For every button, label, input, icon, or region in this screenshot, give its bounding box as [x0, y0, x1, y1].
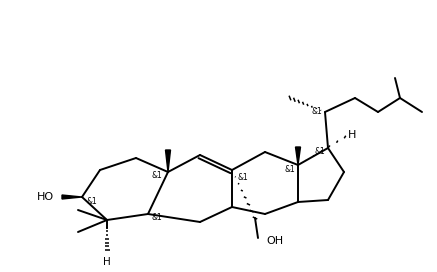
- Text: H: H: [348, 130, 356, 140]
- Text: &1: &1: [152, 171, 163, 180]
- Text: H: H: [103, 257, 111, 267]
- Polygon shape: [166, 150, 170, 172]
- Polygon shape: [62, 195, 82, 199]
- Text: &1: &1: [312, 107, 323, 116]
- Text: HO: HO: [37, 192, 54, 202]
- Polygon shape: [295, 147, 301, 165]
- Text: &1: &1: [152, 214, 163, 222]
- Text: &1: &1: [284, 165, 295, 175]
- Text: &1: &1: [315, 147, 326, 156]
- Text: OH: OH: [266, 236, 283, 246]
- Text: &1: &1: [87, 197, 97, 206]
- Text: &1: &1: [238, 174, 248, 183]
